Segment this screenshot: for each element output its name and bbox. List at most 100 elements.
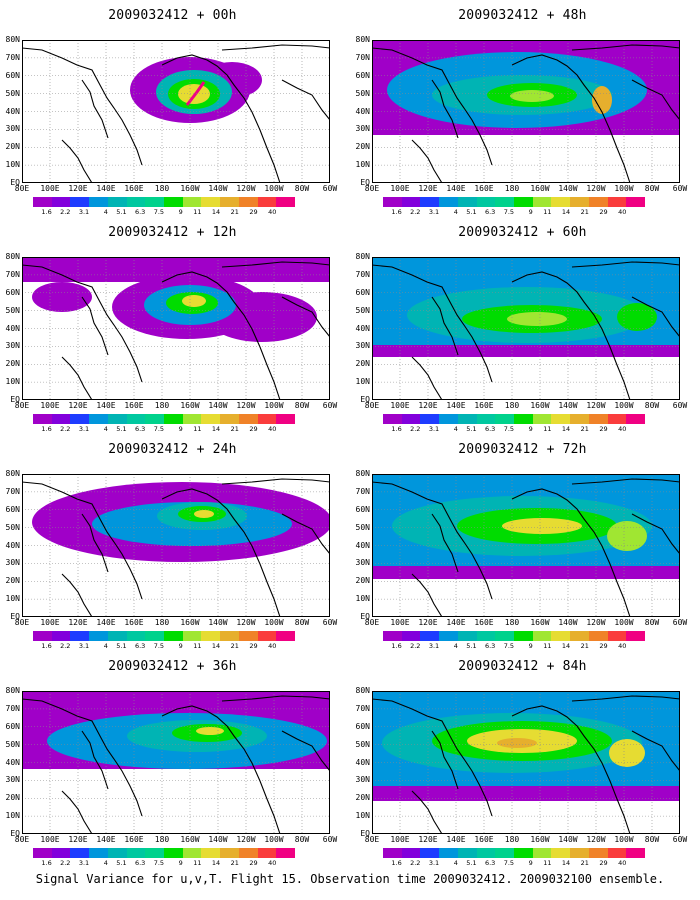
- lon-label: 140E: [446, 618, 466, 627]
- map-variance-00h: [22, 40, 330, 183]
- lon-label: 80W: [294, 618, 310, 627]
- colorbar-swatch: [276, 414, 296, 424]
- colorbar-swatch: [182, 414, 202, 424]
- colorbar-tick-label: 21: [230, 425, 239, 433]
- colorbar-tick-label: 29: [249, 642, 258, 650]
- colorbar-tick-label: 9: [178, 425, 183, 433]
- colorbar-swatch: [476, 631, 496, 641]
- lon-label: 100W: [614, 618, 634, 627]
- colorbar-tick-label: 4: [103, 425, 108, 433]
- colorbar-swatch: [551, 197, 571, 207]
- lat-label: 10N: [355, 160, 370, 170]
- colorbar-tick-label: 5.1: [116, 642, 127, 650]
- colorbar-swatch: [276, 197, 296, 207]
- figure-caption: Signal Variance for u,v,T. Flight 15. Ob…: [35, 872, 665, 886]
- colorbar-swatch: [107, 414, 127, 424]
- colorbar-swatch: [220, 848, 239, 858]
- lon-label: 80E: [364, 618, 380, 627]
- colorbar-tick-label: 1.6: [41, 425, 52, 433]
- colorbar-tick-label: 1.6: [41, 208, 52, 216]
- lon-label: 140W: [558, 835, 578, 844]
- lon-label: 100W: [614, 184, 634, 193]
- lat-label: 50N: [355, 739, 370, 749]
- colorbar-swatch: [126, 414, 146, 424]
- colorbar-tick-label: 14: [561, 859, 571, 867]
- colorbar-tick-label: 4: [103, 859, 108, 867]
- lon-label: 140W: [208, 835, 228, 844]
- colorbar-swatch: [238, 631, 258, 641]
- colorbar-labels: 1.6 2.2 3.1 4 5.1 6.3 7.5 9 11 14 21 29 40: [383, 208, 645, 216]
- lon-label: 100E: [40, 618, 60, 627]
- colorbar-tick-label: 21: [580, 208, 589, 216]
- colorbar-swatch: [588, 848, 608, 858]
- colorbar-tick-label: 21: [580, 859, 589, 867]
- colorbar-swatch: [164, 197, 183, 207]
- lon-label: 100W: [614, 835, 634, 844]
- lon-label: 80W: [644, 835, 660, 844]
- colorbar-tick-label: 4: [103, 208, 108, 216]
- lon-label: 160E: [124, 401, 144, 410]
- colorbar-tick-label: 7.5: [503, 208, 515, 216]
- colorbar-tick-label: 29: [599, 642, 608, 650]
- colorbar-tick-label: 4: [453, 208, 458, 216]
- colorbar-tick-label: 6.3: [134, 859, 146, 867]
- lat-label: 70N: [5, 269, 20, 279]
- lat-label: 20N: [5, 576, 20, 586]
- colorbar-tick-label: 29: [249, 425, 258, 433]
- colorbar-tick-label: 9: [178, 642, 183, 650]
- colorbar-swatch: [257, 848, 277, 858]
- colorbar-swatch: [570, 414, 589, 424]
- colorbar-swatch: [532, 631, 552, 641]
- lat-label: 60N: [5, 70, 20, 80]
- colorbar-swatch: [476, 848, 496, 858]
- lat-label: 30N: [5, 558, 20, 568]
- colorbar-tick-label: 3.1: [428, 859, 440, 867]
- colorbar-tick-label: 11: [193, 208, 202, 216]
- lat-label: 10N: [5, 160, 20, 170]
- colorbar-swatch: [457, 631, 477, 641]
- lon-label: 140E: [446, 835, 466, 844]
- lat-label: 30N: [355, 124, 370, 134]
- lon-label: 160W: [180, 401, 200, 410]
- map-variance-72h: [372, 474, 680, 617]
- colorbar-swatch: [383, 414, 402, 424]
- lon-label: 140W: [558, 401, 578, 410]
- lat-label: 70N: [355, 703, 370, 713]
- lon-label: 60W: [672, 618, 688, 627]
- colorbar-tick-label: 3.1: [78, 642, 90, 650]
- colorbar-swatch: [70, 197, 90, 207]
- colorbar-swatch: [51, 631, 71, 641]
- colorbar-swatch: [89, 197, 108, 207]
- panel-00h: 2009032412 + 00h 1.6 2.2 3.1 4 5.1 6.3 7.5 9 11 1…: [0, 0, 345, 216]
- colorbar-labels: 1.6 2.2 3.1 4 5.1 6.3 7.5 9 11 14 21 29 40: [383, 425, 645, 433]
- colorbar-tick-label: 5.1: [466, 208, 477, 216]
- lat-label: 10N: [355, 811, 370, 821]
- colorbar-tick-label: 3.1: [428, 208, 440, 216]
- colorbar-swatch: [401, 631, 421, 641]
- colorbar-tick-label: 40: [268, 859, 277, 867]
- colorbar-swatch: [439, 414, 458, 424]
- map-variance-84h: [372, 691, 680, 834]
- lat-label: 60N: [5, 504, 20, 514]
- colorbar-tick-label: 2.2: [410, 208, 421, 216]
- colorbar-tick-label: 2.2: [410, 859, 421, 867]
- colorbar-swatch: [551, 848, 571, 858]
- lon-label: 100W: [614, 401, 634, 410]
- colorbar-labels: 1.6 2.2 3.1 4 5.1 6.3 7.5 9 11 14 21 29 40: [33, 859, 295, 867]
- colorbar-swatch: [570, 197, 589, 207]
- lon-label: 120E: [418, 401, 438, 410]
- colorbar-swatch: [201, 197, 221, 207]
- lat-label: 20N: [355, 793, 370, 803]
- lon-label: 60W: [322, 835, 338, 844]
- lon-label: 180: [154, 184, 170, 193]
- lat-label: 60N: [355, 287, 370, 297]
- colorbar-tick-label: 1.6: [391, 642, 402, 650]
- colorbar-tick-label: 9: [178, 859, 183, 867]
- colorbar-tick-label: 1.6: [391, 208, 402, 216]
- colorbar-tick-label: 29: [599, 425, 608, 433]
- lon-label: 60W: [672, 835, 688, 844]
- lat-label: 20N: [355, 359, 370, 369]
- colorbar-swatch: [257, 414, 277, 424]
- colorbar-swatch: [626, 631, 646, 641]
- lat-label: 60N: [355, 504, 370, 514]
